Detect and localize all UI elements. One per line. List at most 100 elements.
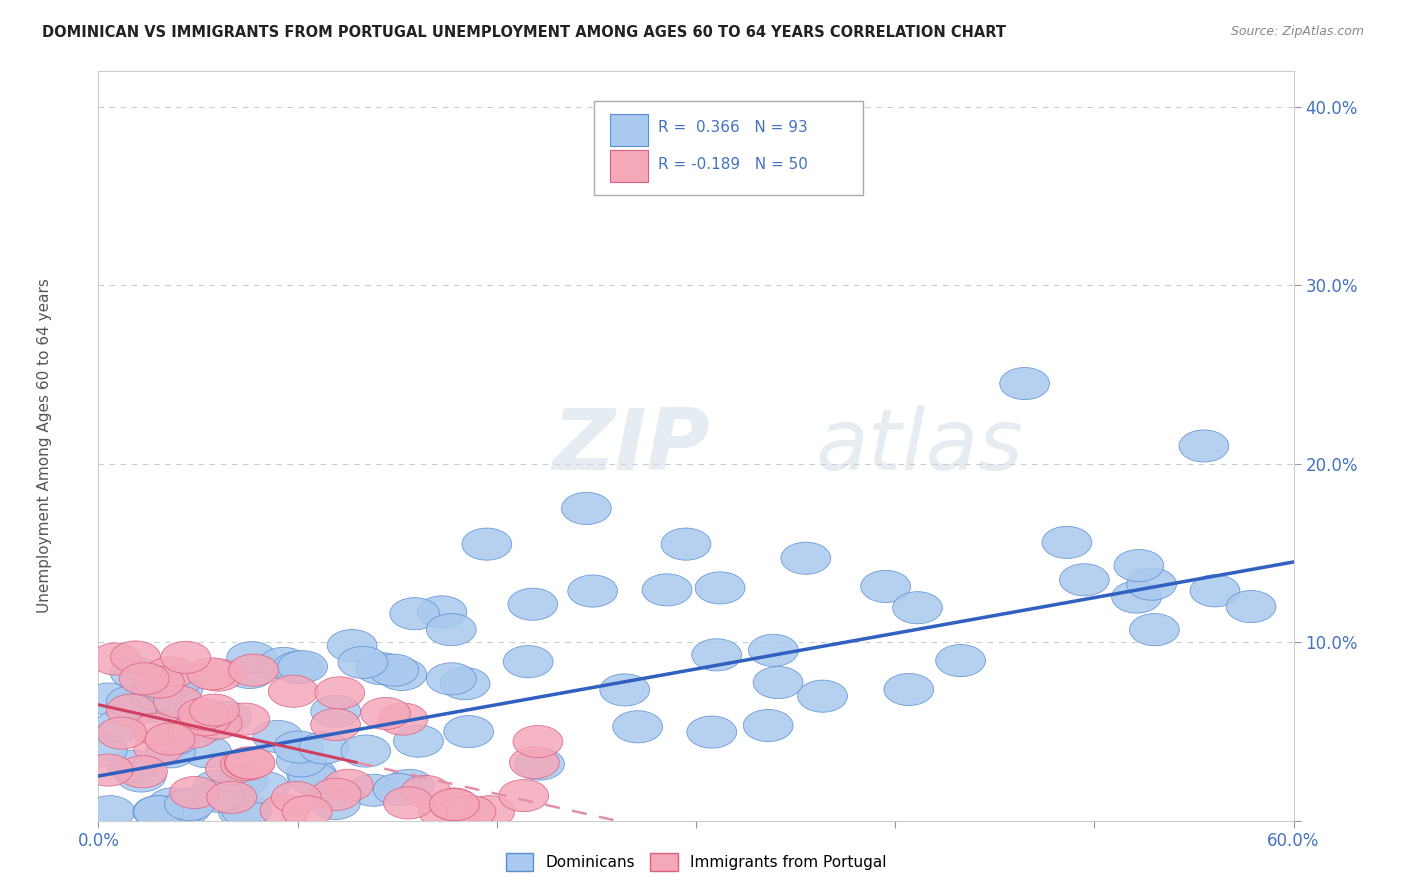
Ellipse shape <box>153 672 202 704</box>
Text: DOMINICAN VS IMMIGRANTS FROM PORTUGAL UNEMPLOYMENT AMONG AGES 60 TO 64 YEARS COR: DOMINICAN VS IMMIGRANTS FROM PORTUGAL UN… <box>42 25 1007 40</box>
Ellipse shape <box>1126 568 1177 600</box>
Ellipse shape <box>107 750 157 782</box>
Ellipse shape <box>271 781 321 814</box>
Ellipse shape <box>117 760 166 792</box>
Ellipse shape <box>170 776 219 808</box>
Ellipse shape <box>253 721 302 753</box>
Ellipse shape <box>356 652 406 684</box>
Ellipse shape <box>499 780 548 812</box>
Ellipse shape <box>429 789 479 821</box>
Ellipse shape <box>110 657 160 689</box>
Ellipse shape <box>277 650 328 682</box>
Ellipse shape <box>84 796 135 828</box>
Ellipse shape <box>288 763 339 795</box>
Ellipse shape <box>219 703 270 735</box>
Ellipse shape <box>193 770 243 802</box>
Ellipse shape <box>935 645 986 677</box>
Text: atlas: atlas <box>815 404 1024 488</box>
Ellipse shape <box>797 680 848 712</box>
Ellipse shape <box>169 716 218 748</box>
Ellipse shape <box>177 706 226 738</box>
FancyBboxPatch shape <box>610 150 648 181</box>
Ellipse shape <box>311 778 361 810</box>
Ellipse shape <box>465 796 515 828</box>
Ellipse shape <box>146 736 195 768</box>
Ellipse shape <box>179 698 228 731</box>
Ellipse shape <box>165 789 214 821</box>
Ellipse shape <box>444 715 494 747</box>
Ellipse shape <box>377 658 426 690</box>
Ellipse shape <box>180 704 231 736</box>
Ellipse shape <box>884 673 934 706</box>
Ellipse shape <box>287 758 336 790</box>
Ellipse shape <box>1129 614 1180 646</box>
Ellipse shape <box>273 651 323 683</box>
Ellipse shape <box>135 666 184 698</box>
Text: Source: ZipAtlas.com: Source: ZipAtlas.com <box>1230 25 1364 38</box>
Ellipse shape <box>761 145 810 177</box>
Ellipse shape <box>134 796 184 828</box>
Ellipse shape <box>568 575 617 607</box>
Ellipse shape <box>315 677 364 709</box>
Legend: Dominicans, Immigrants from Portugal: Dominicans, Immigrants from Portugal <box>499 847 893 877</box>
Ellipse shape <box>389 598 440 630</box>
Ellipse shape <box>378 703 427 735</box>
Ellipse shape <box>368 654 419 686</box>
Ellipse shape <box>160 793 211 825</box>
Ellipse shape <box>160 641 211 673</box>
Ellipse shape <box>205 753 256 785</box>
Ellipse shape <box>311 788 360 820</box>
Ellipse shape <box>134 690 184 723</box>
Ellipse shape <box>118 756 167 788</box>
Ellipse shape <box>600 673 650 706</box>
Ellipse shape <box>180 710 231 742</box>
Ellipse shape <box>463 528 512 560</box>
Ellipse shape <box>744 709 793 741</box>
Ellipse shape <box>229 654 278 686</box>
Ellipse shape <box>661 528 711 560</box>
Ellipse shape <box>323 769 373 801</box>
Ellipse shape <box>194 659 243 691</box>
Ellipse shape <box>446 796 496 828</box>
Ellipse shape <box>1114 549 1164 582</box>
Text: R = -0.189   N = 50: R = -0.189 N = 50 <box>658 157 807 172</box>
Ellipse shape <box>84 683 134 715</box>
Ellipse shape <box>134 732 184 764</box>
Ellipse shape <box>190 694 239 726</box>
Ellipse shape <box>149 723 200 755</box>
Ellipse shape <box>374 773 423 805</box>
Ellipse shape <box>1180 430 1229 462</box>
Ellipse shape <box>394 725 443 757</box>
Ellipse shape <box>193 707 242 739</box>
Ellipse shape <box>361 698 411 730</box>
Ellipse shape <box>440 667 491 699</box>
Ellipse shape <box>1042 526 1092 558</box>
Ellipse shape <box>426 614 477 646</box>
FancyBboxPatch shape <box>595 102 863 195</box>
Ellipse shape <box>260 794 309 826</box>
Ellipse shape <box>311 708 360 740</box>
Ellipse shape <box>218 796 269 828</box>
Ellipse shape <box>132 796 183 828</box>
Ellipse shape <box>222 795 271 827</box>
Ellipse shape <box>132 713 183 745</box>
Ellipse shape <box>509 747 560 779</box>
Ellipse shape <box>107 694 156 726</box>
Ellipse shape <box>120 688 169 720</box>
Ellipse shape <box>1060 564 1109 596</box>
Ellipse shape <box>1112 581 1161 613</box>
Ellipse shape <box>225 747 276 779</box>
Ellipse shape <box>561 492 612 524</box>
Ellipse shape <box>860 570 911 602</box>
Ellipse shape <box>169 706 219 738</box>
Ellipse shape <box>94 710 145 742</box>
Ellipse shape <box>299 731 349 764</box>
Text: ZIP: ZIP <box>553 404 710 488</box>
Ellipse shape <box>145 657 195 689</box>
Ellipse shape <box>120 663 169 695</box>
Ellipse shape <box>613 711 662 743</box>
Ellipse shape <box>508 588 558 620</box>
Ellipse shape <box>97 717 146 749</box>
Ellipse shape <box>157 793 207 825</box>
Ellipse shape <box>695 572 745 604</box>
